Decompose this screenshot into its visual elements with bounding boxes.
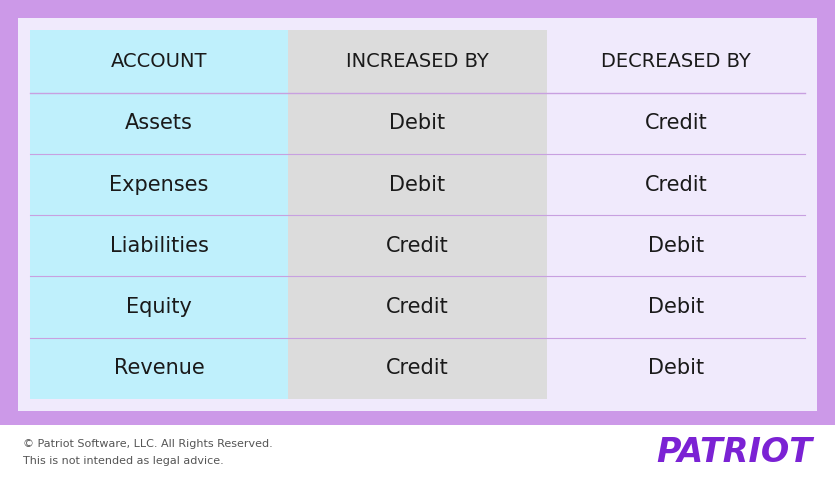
Text: Credit: Credit [386, 359, 449, 378]
Text: Debit: Debit [389, 113, 446, 133]
Text: Credit: Credit [645, 175, 707, 194]
Bar [30, 215, 288, 276]
Bar [30, 338, 288, 399]
Bar [288, 215, 547, 276]
Bar [30, 154, 288, 215]
Text: Credit: Credit [645, 113, 707, 133]
Bar [30, 276, 288, 338]
Bar [0, 411, 835, 425]
Bar [288, 338, 547, 399]
Text: © Patriot Software, LLC. All Rights Reserved.: © Patriot Software, LLC. All Rights Rese… [23, 439, 273, 449]
Text: Expenses: Expenses [109, 175, 209, 194]
Bar [30, 93, 288, 154]
Text: Credit: Credit [386, 236, 449, 256]
Text: Equity: Equity [126, 297, 192, 317]
Text: Debit: Debit [389, 175, 446, 194]
Text: Debit: Debit [648, 236, 704, 256]
Text: Assets: Assets [125, 113, 193, 133]
Bar [18, 18, 817, 411]
Text: DECREASED BY: DECREASED BY [601, 52, 751, 71]
Text: ACCOUNT: ACCOUNT [111, 52, 207, 71]
Text: PATRIOT: PATRIOT [656, 436, 812, 469]
Text: Debit: Debit [648, 297, 704, 317]
Bar [30, 30, 288, 93]
Text: INCREASED BY: INCREASED BY [347, 52, 488, 71]
Bar [288, 276, 547, 338]
Bar [288, 30, 547, 93]
Bar [288, 154, 547, 215]
Text: Debit: Debit [648, 359, 704, 378]
Bar [288, 93, 547, 154]
Bar [0, 425, 835, 480]
Text: Liabilities: Liabilities [109, 236, 209, 256]
Text: Revenue: Revenue [114, 359, 205, 378]
Text: This is not intended as legal advice.: This is not intended as legal advice. [23, 456, 224, 466]
Text: Credit: Credit [386, 297, 449, 317]
